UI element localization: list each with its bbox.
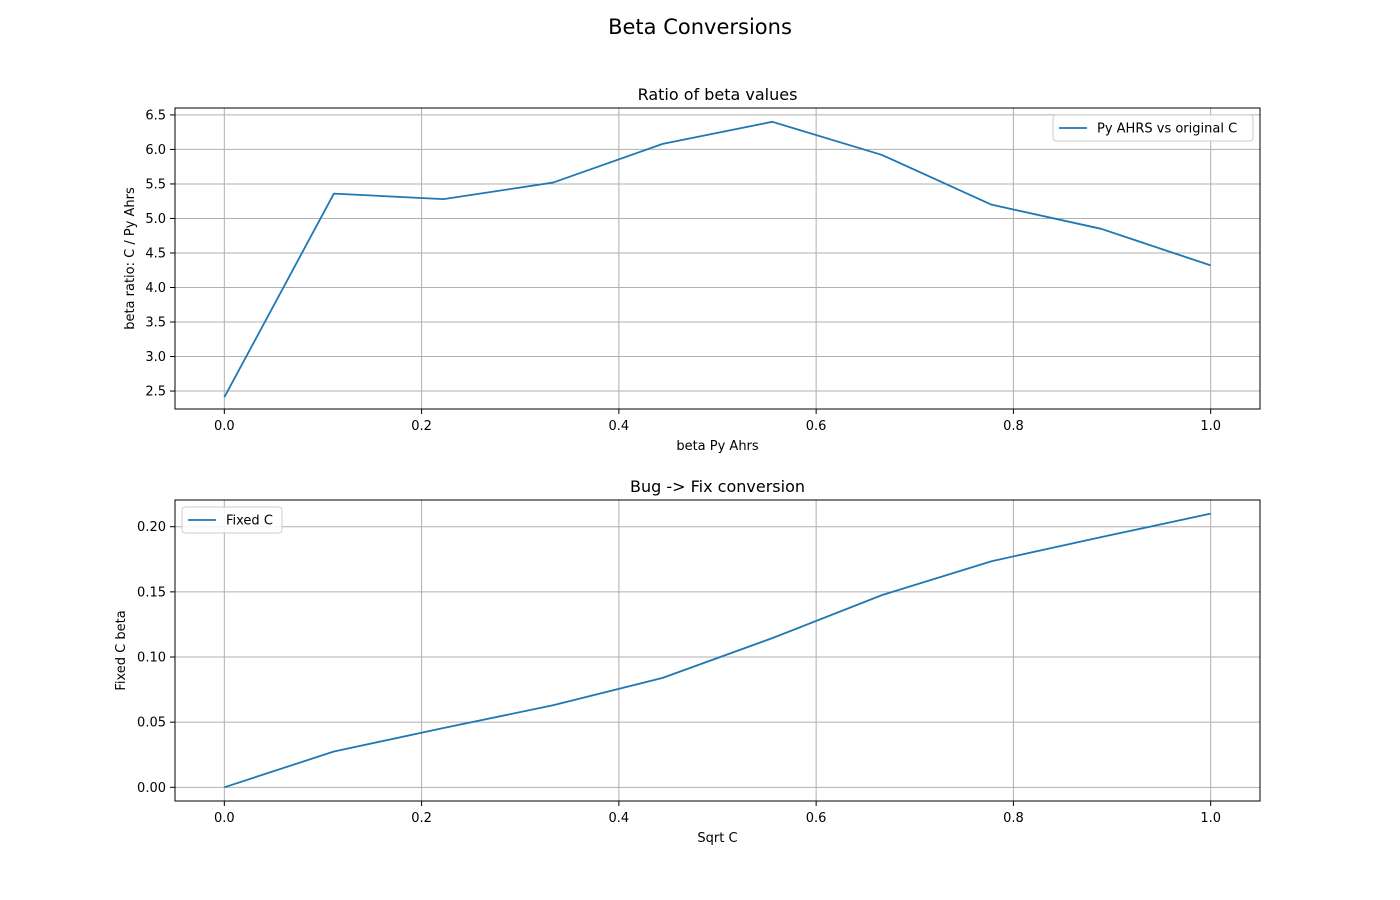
y-tick-label: 2.5 (145, 385, 166, 400)
x-tick-label: 0.4 (609, 419, 630, 434)
axes-bug-fix-conversion: 0.0 0.2 0.4 0.6 0.8 1.0 0.00 0.05 0.10 0.15 0.20 Bu… (114, 477, 1261, 846)
y-tick-label: 0.20 (137, 520, 166, 535)
legend-label: Py AHRS vs original C (1097, 122, 1237, 137)
y-tick-label: 5.5 (145, 177, 166, 192)
x-tick-label: 0.2 (411, 811, 432, 826)
axes-title: Bug -> Fix conversion (630, 477, 805, 496)
y-tick-label: 4.5 (145, 246, 166, 261)
y-tick-label: 0.05 (137, 716, 166, 731)
axes-ratio-of-beta-values: 0.0 0.2 0.4 0.6 0.8 1.0 2.5 3.0 3.5 4.0 4.5 5.0 5.5 6… (123, 85, 1261, 454)
x-tick-label: 0.2 (411, 419, 432, 434)
y-tick-label: 0.00 (137, 781, 166, 796)
x-tick-label: 0.6 (806, 811, 827, 826)
legend: Py AHRS vs original C (1052, 114, 1254, 142)
legend-label: Fixed C (226, 514, 273, 529)
y-tick-label: 5.0 (145, 212, 166, 227)
figure-suptitle: Beta Conversions (608, 15, 792, 39)
x-tick-label: 0.8 (1003, 419, 1024, 434)
y-tick-label: 6.5 (145, 108, 166, 123)
legend-box (181, 506, 283, 534)
x-axis-label: beta Py Ahrs (676, 439, 759, 454)
y-tick-label: 6.0 (145, 143, 166, 158)
plot-area (175, 500, 1260, 801)
y-axis-label: beta ratio: C / Py Ahrs (123, 187, 138, 330)
y-tick-label: 0.15 (137, 585, 166, 600)
plot-area (175, 108, 1260, 409)
x-tick-label: 0.4 (609, 811, 630, 826)
series-line (224, 512, 1211, 789)
legend-box (1052, 114, 1254, 142)
y-tick-label: 0.10 (137, 651, 166, 666)
y-axis-label: Fixed C beta (114, 610, 129, 690)
axes-title: Ratio of beta values (638, 85, 798, 104)
x-tick-label: 1.0 (1200, 419, 1221, 434)
y-tick-label: 3.0 (145, 350, 166, 365)
series-line (223, 120, 1211, 398)
axes-frame (174, 499, 1261, 802)
legend: Fixed C (181, 506, 283, 534)
x-tick-label: 0.8 (1003, 811, 1024, 826)
x-tick-label: 0.0 (214, 419, 235, 434)
x-axis-label: Sqrt C (697, 831, 737, 846)
x-tick-label: 1.0 (1200, 811, 1221, 826)
x-tick-label: 0.6 (806, 419, 827, 434)
axes-frame (174, 107, 1261, 410)
x-tick-label: 0.0 (214, 811, 235, 826)
y-tick-label: 3.5 (145, 316, 166, 331)
y-tick-label: 4.0 (145, 281, 166, 296)
